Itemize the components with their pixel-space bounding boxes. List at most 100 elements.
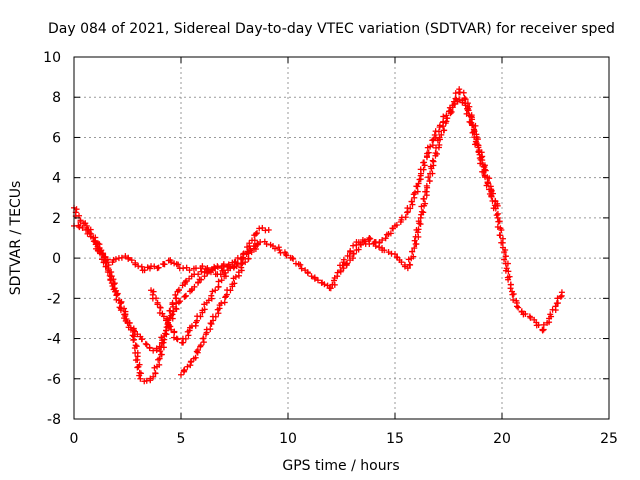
data-point-interp: [409, 248, 416, 255]
data-point-interp: [127, 324, 134, 331]
data-point-interp: [488, 186, 495, 193]
data-point-interp: [139, 336, 146, 343]
data-points: [71, 86, 565, 385]
data-point-interp: [425, 174, 432, 181]
data-point-interp: [150, 288, 157, 295]
chart-title: Day 084 of 2021, Sidereal Day-to-day VTE…: [48, 21, 615, 37]
data-point-interp: [222, 269, 229, 276]
data-point-interp: [227, 265, 234, 272]
data-point-interp: [200, 335, 207, 342]
data-point-interp: [117, 307, 124, 314]
series-track-3: [92, 224, 272, 354]
data-point-interp: [215, 310, 222, 317]
data-point-interp: [117, 299, 124, 306]
data-point-interp: [181, 366, 188, 373]
data-point: [539, 327, 546, 334]
data-point: [137, 375, 144, 382]
data-point-interp: [146, 344, 153, 351]
data-point-interp: [361, 238, 368, 245]
data-point-interp: [108, 269, 115, 276]
data-point-interp: [118, 254, 125, 261]
data-point-interp: [175, 261, 182, 268]
data-point-interp: [331, 281, 338, 288]
data-point-interp: [112, 256, 119, 263]
data-point-interp: [158, 351, 165, 358]
data-point-interp: [432, 150, 439, 157]
data-point-interp: [505, 276, 512, 283]
data-point: [156, 343, 163, 350]
data-point-interp: [334, 269, 341, 276]
data-point: [169, 311, 176, 318]
data-point-interp: [463, 105, 470, 112]
data-point-interp: [408, 198, 415, 205]
data-point-interp: [91, 238, 98, 245]
data-point-interp: [425, 149, 432, 156]
data-point-interp: [183, 277, 190, 284]
data-point-interp: [429, 137, 436, 144]
data-point-interp: [422, 188, 429, 195]
data-point-interp: [198, 276, 205, 283]
data-point-interp: [367, 235, 374, 242]
data-point-interp: [174, 336, 181, 343]
data-point-interp: [251, 237, 258, 244]
data-point-interp: [153, 295, 160, 302]
data-point-interp: [211, 263, 218, 270]
data-point-interp: [421, 159, 428, 166]
data-point-interp: [413, 241, 420, 248]
data-point: [88, 230, 95, 237]
data-point-interp: [311, 274, 318, 281]
data-point-interp: [459, 99, 466, 106]
y-tick-label: 0: [52, 251, 61, 267]
data-point: [79, 224, 86, 231]
data-point-interp: [440, 123, 447, 130]
y-tick-label: -8: [47, 412, 61, 428]
data-point-interp: [233, 262, 240, 269]
data-point-interp: [155, 264, 162, 271]
data-point-interp: [497, 232, 504, 239]
data-point: [130, 327, 137, 334]
data-point-interp: [502, 253, 509, 260]
plot-frame: [73, 56, 610, 420]
data-point-interp: [472, 138, 479, 145]
data-point-interp: [415, 226, 422, 233]
data-point: [195, 271, 202, 278]
data-point-interp: [246, 240, 253, 247]
data-point: [379, 237, 386, 244]
y-tick-label: -2: [47, 291, 61, 307]
data-point-interp: [158, 334, 165, 341]
data-point-interp: [158, 339, 165, 346]
data-point-interp: [460, 89, 467, 96]
data-point-interp: [176, 286, 183, 293]
data-point-interp: [209, 288, 216, 295]
data-point-interp: [410, 253, 417, 260]
data-point-interp: [498, 227, 505, 234]
data-point-interp: [440, 113, 447, 120]
data-point-interp: [483, 182, 490, 189]
data-point-interp: [152, 370, 159, 377]
data-point-interp: [215, 278, 222, 285]
data-point-interp: [467, 113, 474, 120]
data-point: [163, 327, 170, 334]
data-point: [173, 335, 180, 342]
data-point-interp: [429, 170, 436, 177]
data-point-interp: [415, 180, 422, 187]
data-point-interp: [484, 179, 491, 186]
data-point-interp: [208, 292, 215, 299]
data-point-interp: [217, 271, 224, 278]
data-point-interp: [168, 326, 175, 333]
data-point: [321, 281, 328, 288]
data-point-interp: [540, 321, 547, 328]
data-point-interp: [197, 313, 204, 320]
data-point-interp: [207, 326, 214, 333]
data-point-interp: [438, 131, 445, 138]
data-point: [475, 148, 482, 155]
data-point-interp: [553, 300, 560, 307]
data-point-interp: [501, 256, 508, 263]
data-point: [552, 303, 559, 310]
data-point-interp: [518, 308, 525, 315]
data-point-interp: [504, 260, 511, 267]
data-point-interp: [477, 160, 484, 167]
data-point: [252, 230, 259, 237]
data-point-interp: [535, 321, 542, 328]
data-point-interp: [192, 354, 199, 361]
